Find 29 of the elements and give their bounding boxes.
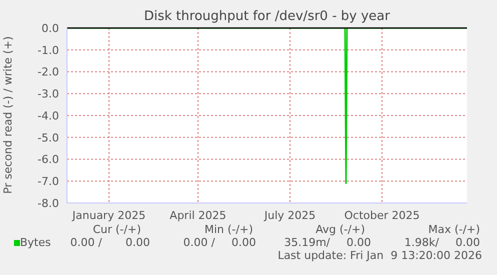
y-tick-label: -1.0 [38, 44, 59, 57]
y-axis-title: Pr second read (-) / write (+) [2, 36, 14, 194]
x-tick-label: October 2025 [344, 208, 420, 222]
chart-title: Disk throughput for /dev/sr0 - by year [143, 9, 391, 24]
text: Min (-/+) [204, 223, 253, 236]
text: 35.19m/ [284, 236, 330, 249]
y-tick-label: -6.0 [38, 153, 59, 166]
text: 0.00 [346, 236, 371, 249]
text: Max (-/+) [428, 223, 480, 236]
text: 0.00 / [183, 236, 215, 249]
text: 0.00 [126, 236, 150, 249]
x-tick-label: January 2025 [71, 208, 146, 222]
text: Cur (-/+) [92, 223, 141, 236]
text: 0.00 [456, 236, 480, 249]
text: 0.00 / [70, 236, 102, 249]
x-tick-label: April 2025 [170, 208, 226, 222]
text: Last update: Fri Jan 9 13:20:00 2026 [278, 249, 482, 262]
y-tick-label: -3.0 [38, 88, 59, 101]
text: 0.00 [232, 236, 256, 249]
y-tick-label: -8.0 [38, 196, 59, 210]
y-tick-label: -4.0 [38, 109, 59, 122]
legend-label: Bytes [20, 236, 51, 249]
y-tick-label: 0.0 [42, 22, 59, 35]
text: Avg (-/+) [316, 223, 365, 236]
y-tick-label: -7.0 [38, 175, 59, 188]
y-tick-label: -5.0 [38, 131, 59, 144]
text: 1.98k/ [404, 236, 439, 249]
y-tick-label: -2.0 [38, 66, 59, 79]
x-tick-label: July 2025 [263, 208, 316, 222]
